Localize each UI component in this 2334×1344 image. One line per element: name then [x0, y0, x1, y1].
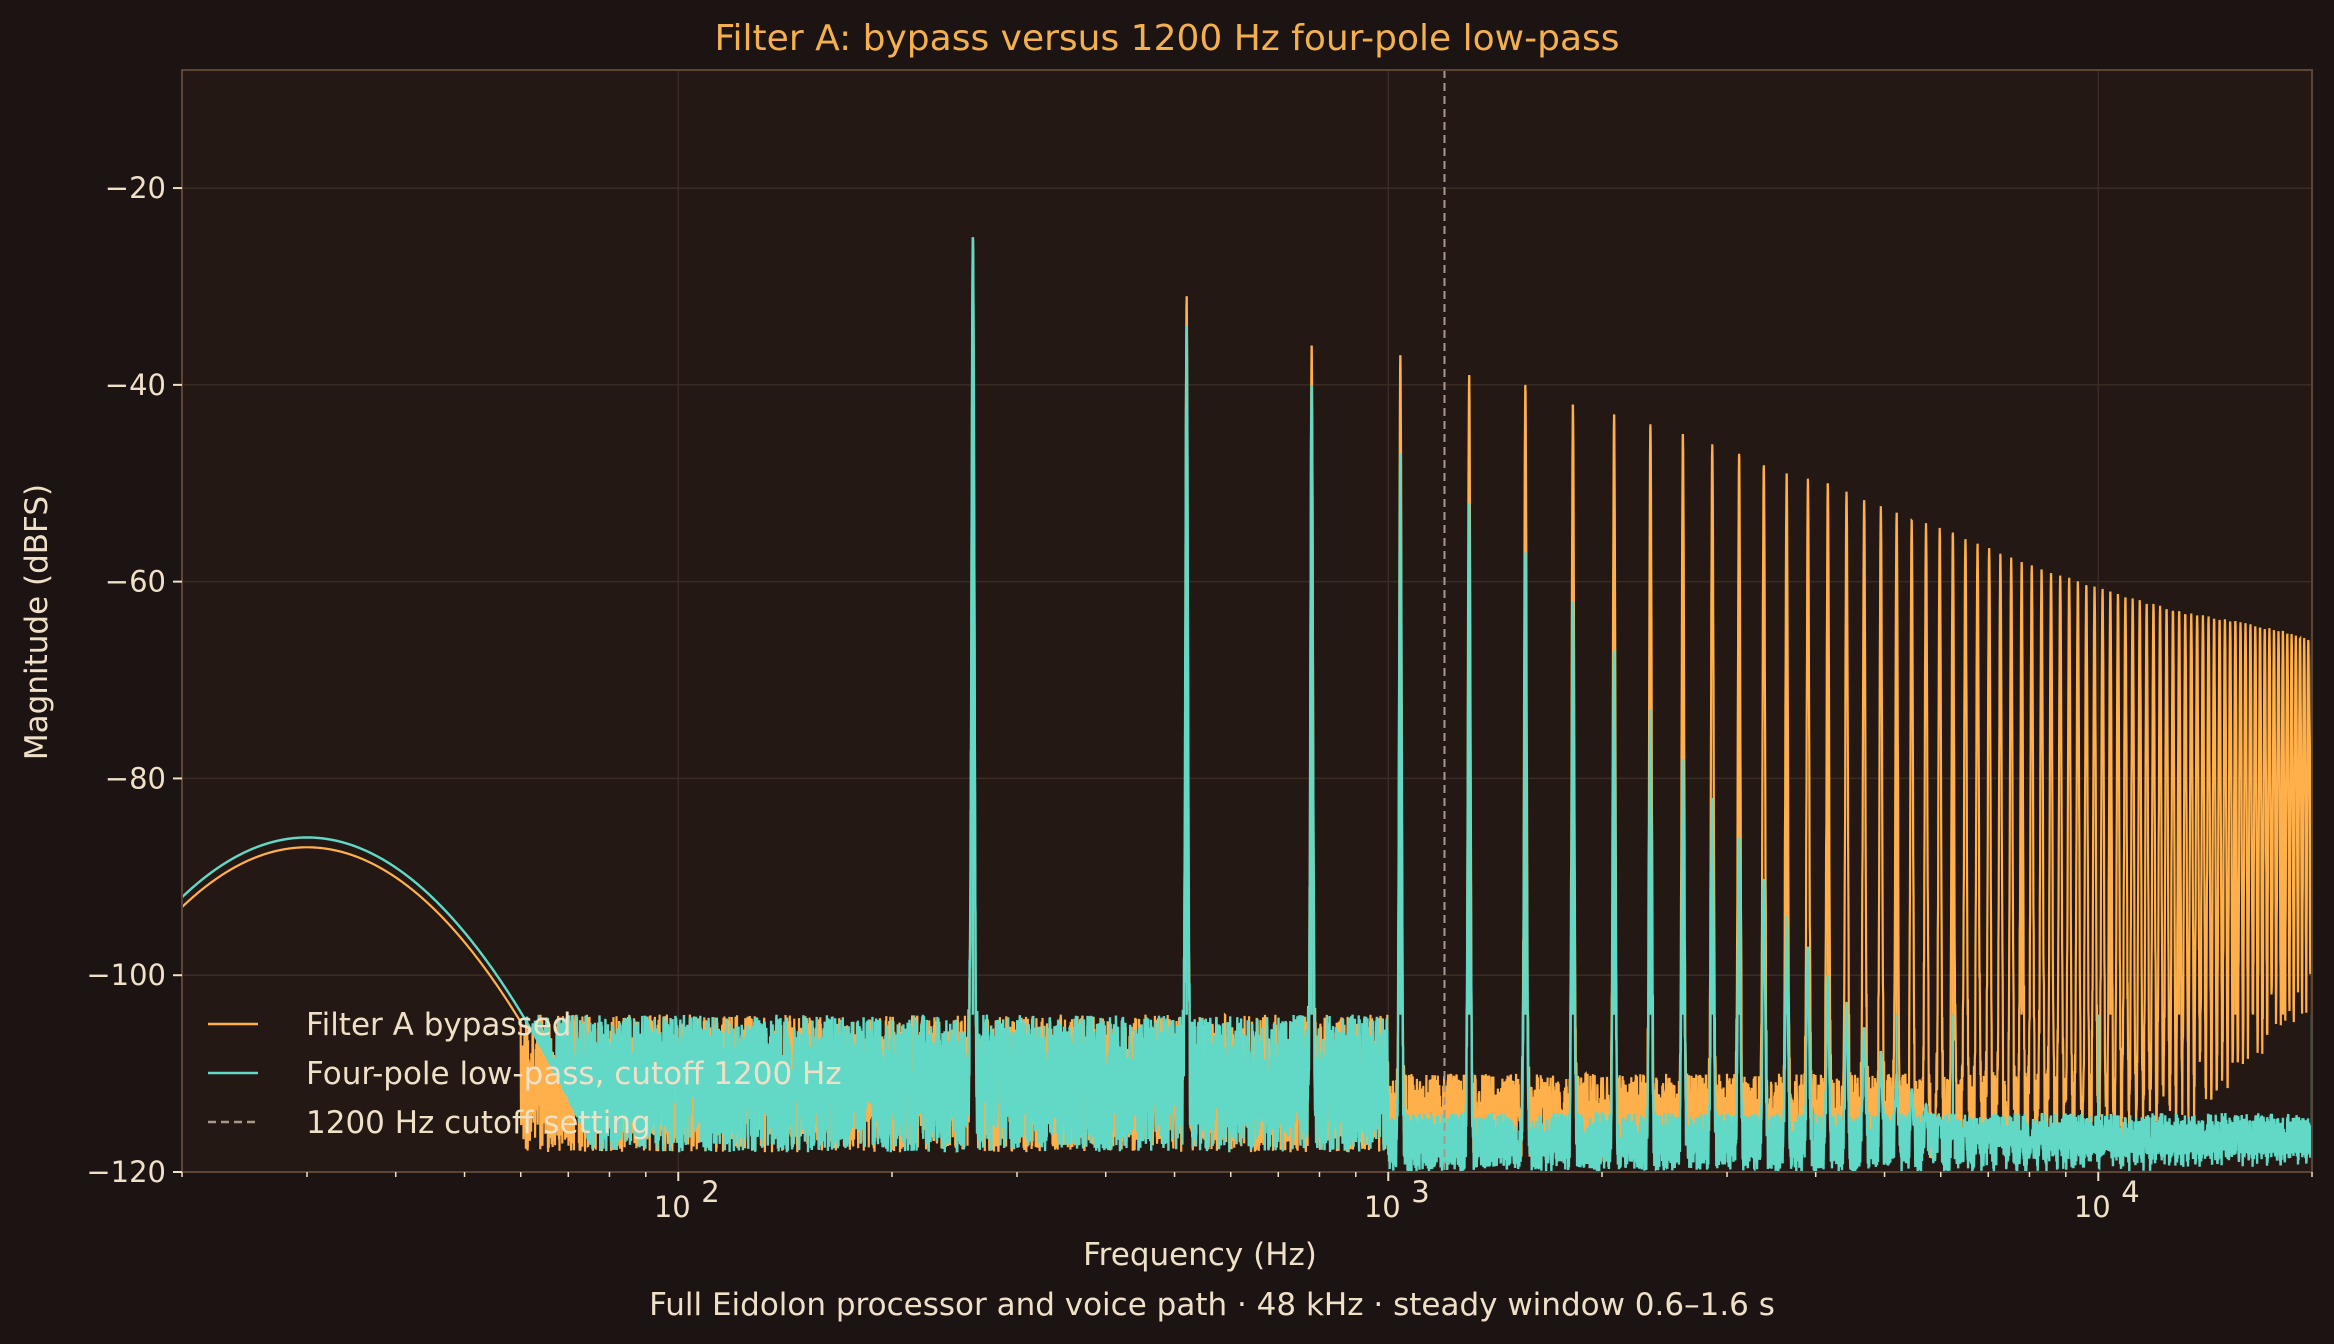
legend-label: Four-pole low-pass, cutoff 1200 Hz: [306, 1056, 842, 1092]
chart-subtitle: Full Eidolon processor and voice path · …: [649, 1287, 1775, 1323]
legend: Filter A bypassed Four-pole low-pass, cut…: [208, 1007, 842, 1141]
y-tick-label: −20: [105, 171, 166, 205]
legend-label: 1200 Hz cutoff setting: [306, 1105, 651, 1141]
y-tick-label: −100: [86, 958, 166, 992]
plot-area: [182, 70, 2312, 1172]
x-tick-exponent: 4: [2121, 1175, 2139, 1209]
x-axis-label: Frequency (Hz): [1083, 1237, 1317, 1273]
legend-label: Filter A bypassed: [306, 1007, 571, 1043]
plot-frame: [181, 69, 2313, 1173]
x-tick-label: 10: [654, 1190, 691, 1224]
chart-title: Filter A: bypass versus 1200 Hz four-pol…: [714, 18, 1619, 59]
y-tick-label: −60: [105, 565, 166, 599]
x-tick-exponent: 2: [701, 1175, 719, 1209]
y-tick-label: −40: [105, 368, 166, 402]
x-axis-ticks: 10 2 10 3 10 4: [181, 1172, 2313, 1224]
y-axis-ticks: −20 −40 −60 −80 −100 −120: [86, 171, 182, 1189]
series-line-lowpass: [182, 237, 2312, 1172]
x-tick-label: 10: [2074, 1190, 2111, 1224]
series-layer: [182, 70, 2312, 1172]
x-tick-exponent: 3: [1411, 1175, 1429, 1209]
x-tick-label: 10: [1364, 1190, 1401, 1224]
y-tick-label: −80: [105, 761, 166, 795]
y-tick-label: −120: [86, 1155, 166, 1189]
y-axis-label: Magnitude (dBFS): [19, 484, 55, 760]
